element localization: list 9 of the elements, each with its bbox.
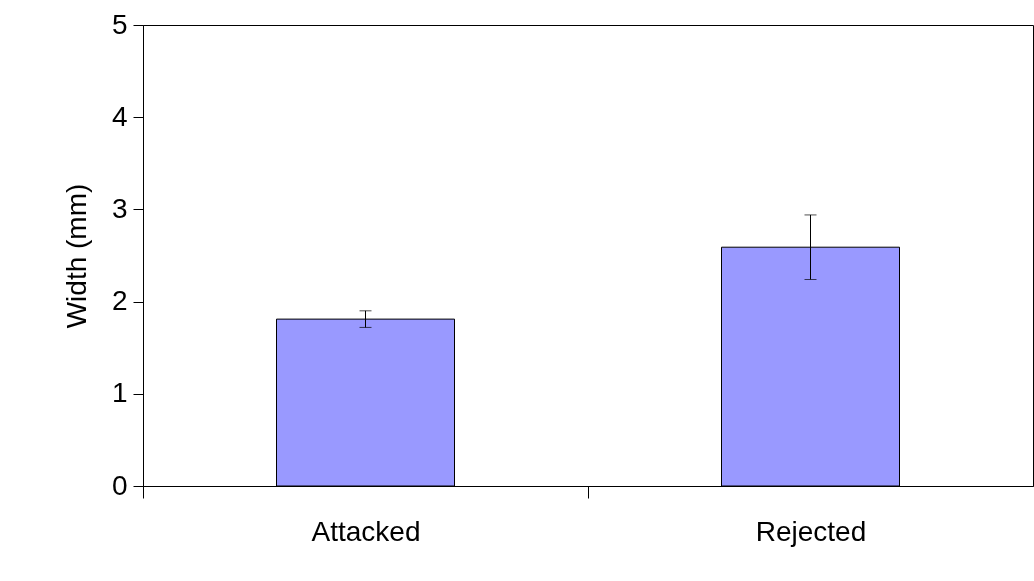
y-tick-label: 4 bbox=[111, 100, 128, 132]
y-tick-label: 3 bbox=[111, 192, 128, 224]
y-tick-label: 5 bbox=[111, 8, 128, 40]
y-tick-label: 0 bbox=[111, 469, 128, 501]
x-tick-label: Attacked bbox=[311, 515, 421, 547]
y-axis-title: Width (mm) bbox=[60, 183, 92, 329]
x-tick-label: Rejected bbox=[755, 515, 867, 547]
y-tick-label: 1 bbox=[111, 377, 128, 409]
y-tick-label: 2 bbox=[111, 285, 128, 317]
